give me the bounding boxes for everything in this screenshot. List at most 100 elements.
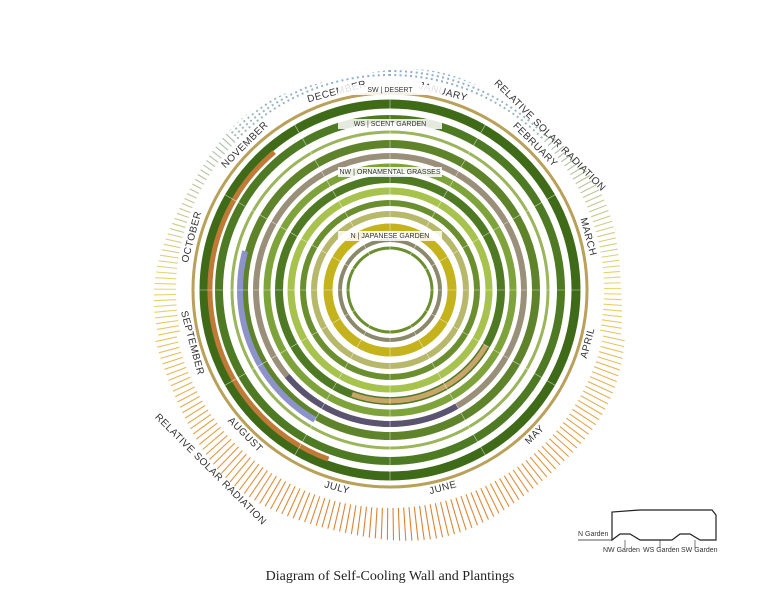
radiation-bar (304, 494, 316, 523)
radiation-bar (600, 329, 622, 335)
radiation-bar (321, 499, 331, 528)
radiation-bar (601, 319, 622, 324)
radiation-bar (439, 501, 450, 536)
radiation-bar (489, 483, 505, 511)
radiation-bar (520, 115, 526, 122)
radiation-bar (189, 188, 200, 195)
month-divider (424, 191, 560, 271)
radiation-bars (153, 68, 625, 541)
radiation-bar (587, 380, 614, 394)
wall-outline (611, 509, 717, 542)
radiation-bar (184, 198, 195, 204)
radiation-bar (552, 434, 574, 453)
radiation-bar (603, 308, 622, 312)
radiation-bar (159, 254, 179, 259)
radiation-bar (241, 117, 251, 129)
radiation-bar (380, 507, 383, 540)
radiation-bar (225, 453, 247, 479)
legend-label: WS Garden (643, 547, 680, 554)
radiation-bar (157, 265, 178, 269)
radiation-bar (320, 82, 324, 88)
garden-label: NW | ORNAMENTAL GRASSES (340, 169, 441, 176)
radiation-bar (288, 91, 295, 100)
radiation-bar (163, 243, 181, 249)
radiation-bar (540, 131, 548, 139)
radiation-bar (536, 127, 544, 136)
month-divider (220, 191, 356, 271)
radiation-bar (335, 78, 339, 83)
radiation-bar (597, 356, 622, 365)
radiation-bar (590, 209, 609, 218)
radiation-bar (589, 376, 616, 388)
radiation-bar (346, 76, 349, 81)
radiation-bar (315, 497, 326, 526)
radiation-bar (603, 303, 622, 306)
label-bg (338, 231, 442, 241)
radiation-bar (215, 146, 225, 155)
radiation-bar (593, 366, 619, 377)
radiation-bar (589, 204, 607, 213)
radiation-bar (174, 217, 188, 223)
ring-arc (285, 374, 459, 427)
radiation-bar (424, 505, 431, 540)
radiation-bar (181, 202, 193, 209)
radiation-bar (205, 434, 228, 455)
radiation-bar (278, 95, 286, 105)
radiation-bar (409, 68, 413, 78)
radiation-bar (544, 135, 552, 143)
radiation-bar (547, 138, 556, 147)
radiation-bar (545, 442, 565, 462)
radiation-bar (333, 502, 341, 531)
radiation-bar (157, 341, 179, 348)
legend-label: NW Garden (603, 547, 640, 554)
radiation-bar (158, 346, 180, 354)
radiation-bar (528, 121, 535, 129)
radiation-bar (551, 142, 561, 151)
radiation-bar (440, 72, 446, 83)
radiation-bar (268, 99, 277, 110)
radiation-bar (169, 228, 185, 233)
radiation-bar (602, 259, 620, 263)
radiation-bar (429, 504, 438, 539)
radiation-bar (195, 422, 218, 440)
month-label: MAY (523, 423, 547, 447)
radiation-bar (233, 125, 244, 136)
radiation-bar (595, 226, 614, 233)
radiation-bar (209, 438, 232, 460)
garden-label: WS | SCENT GARDEN (354, 121, 426, 128)
radiation-bar (430, 70, 435, 81)
radiation-bar (602, 314, 622, 318)
radiation-bar (580, 395, 606, 410)
radiation-bar (475, 490, 489, 520)
radiation-bar (229, 129, 240, 140)
radiation-bar (160, 351, 182, 359)
radiation-bar (450, 75, 456, 86)
radiation-bar (420, 69, 424, 79)
radiation-bar (485, 485, 500, 514)
radiation-bar (155, 336, 178, 343)
radiation-bar (591, 371, 617, 383)
radiation-bar (603, 298, 622, 301)
month-divider (220, 309, 356, 389)
radiation-bar (600, 345, 624, 354)
radiation-bar (209, 155, 219, 163)
ring-arc (237, 250, 317, 423)
radiation-bar (511, 108, 518, 116)
radiation-bar (172, 222, 186, 228)
radiation-bar (304, 86, 309, 93)
radiation-bar (177, 391, 198, 403)
radiation-bar (541, 445, 561, 466)
radiation-bar (275, 483, 291, 512)
radiation-bar (602, 335, 625, 342)
radiation-bar (484, 91, 491, 100)
radiation-bar (192, 418, 215, 435)
radiation-bar (594, 220, 613, 228)
radiation-bar (281, 486, 296, 515)
radiation-bar (587, 199, 605, 208)
radiation-bar (564, 157, 577, 167)
wall-legend: N Garden NW Garden WS Garden SW Garden (578, 509, 718, 554)
radiation-bar (202, 430, 225, 450)
radiation-bar (264, 478, 282, 507)
radiation-bar (524, 118, 531, 125)
